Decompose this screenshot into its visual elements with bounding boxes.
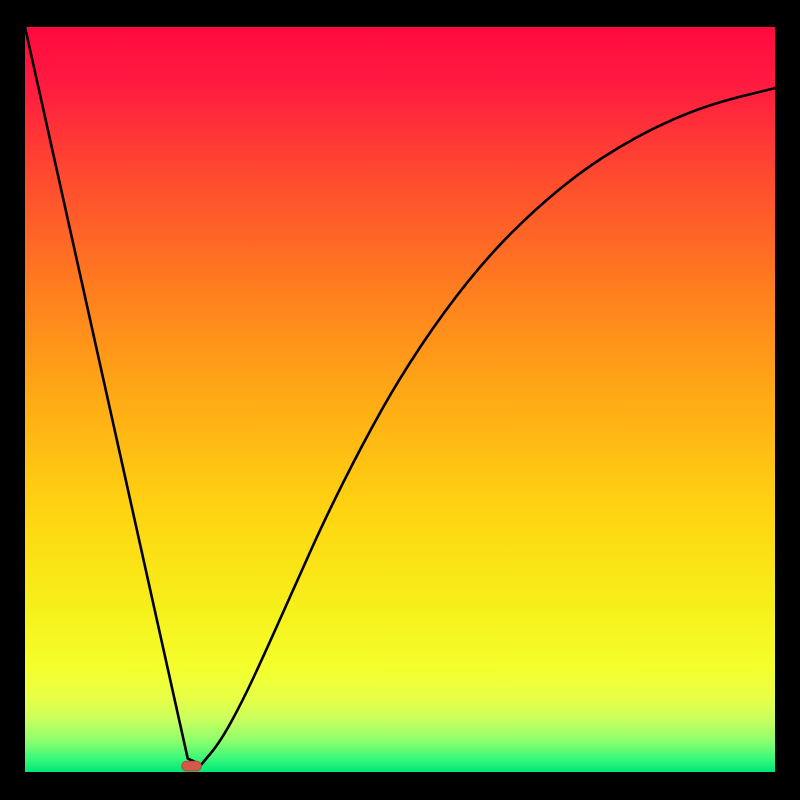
frame-bottom [0,772,800,800]
chart-stage: TheBottleneck.com [0,0,800,800]
frame-right [775,0,800,800]
frame-left [0,0,25,800]
watermark-label: TheBottleneck.com [609,0,800,28]
minimum-marker [182,761,202,771]
bottleneck-chart [0,0,800,800]
plot-background [25,27,775,772]
